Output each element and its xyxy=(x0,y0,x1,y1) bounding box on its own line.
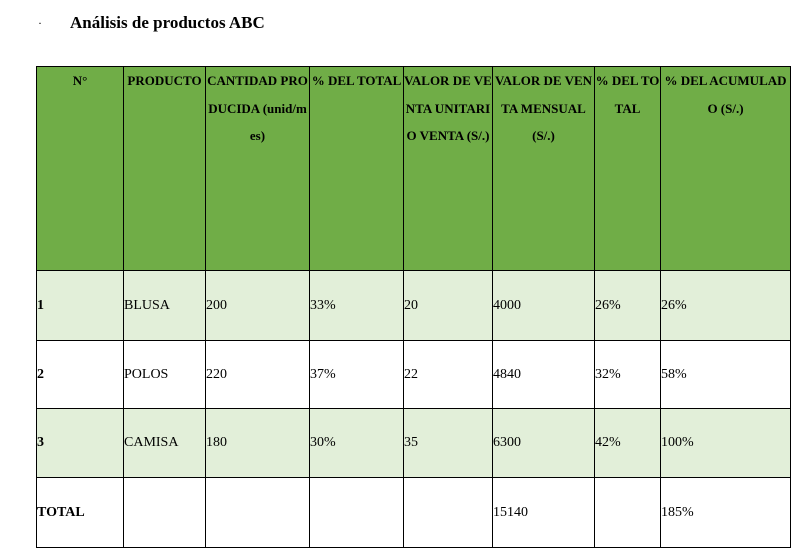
cell-empty xyxy=(403,477,493,548)
cell-unit-price: 22 xyxy=(403,340,493,409)
section-title: Análisis de productos ABC xyxy=(70,13,265,32)
bullet-icon: · xyxy=(38,15,42,30)
cell-cumulative: 26% xyxy=(660,270,791,341)
header-quantity: CANTIDAD PRODUCIDA (unid/mes) xyxy=(205,66,310,271)
cell-unit-price: 20 xyxy=(403,270,493,341)
cell-percent-total: 30% xyxy=(309,408,404,478)
header-cumulative: % DEL ACUMULADO (S/.) xyxy=(660,66,791,271)
cell-number: 3 xyxy=(36,408,124,478)
cell-total-monthly-value: 15140 xyxy=(492,477,595,548)
cell-percent-value-total: 42% xyxy=(594,408,661,478)
abc-analysis-table: N° PRODUCTO CANTIDAD PRODUCIDA (unid/mes… xyxy=(36,66,791,548)
cell-total-cumulative: 185% xyxy=(660,477,791,548)
cell-cumulative: 58% xyxy=(660,340,791,409)
cell-empty xyxy=(205,477,310,548)
table-header-row: N° PRODUCTO CANTIDAD PRODUCIDA (unid/mes… xyxy=(36,66,791,271)
header-monthly-value: VALOR DE VENTA MENSUAL (S/.) xyxy=(492,66,595,271)
table-row: 3 CAMISA 180 30% 35 6300 42% 100% xyxy=(36,408,791,478)
cell-product: BLUSA xyxy=(123,270,206,341)
header-product: PRODUCTO xyxy=(123,66,206,271)
header-unit-price: VALOR DE VENTA UNITARIO VENTA (S/.) xyxy=(403,66,493,271)
cell-percent-total: 37% xyxy=(309,340,404,409)
cell-percent-value-total: 32% xyxy=(594,340,661,409)
header-percent-total: % DEL TOTAL xyxy=(309,66,404,271)
section-heading: · Análisis de productos ABC xyxy=(38,11,265,35)
cell-unit-price: 35 xyxy=(403,408,493,478)
table-row: 2 POLOS 220 37% 22 4840 32% 58% xyxy=(36,340,791,409)
cell-percent-total: 33% xyxy=(309,270,404,341)
cell-empty xyxy=(309,477,404,548)
cell-percent-value-total: 26% xyxy=(594,270,661,341)
cell-number: 1 xyxy=(36,270,124,341)
cell-product: CAMISA xyxy=(123,408,206,478)
cell-product: POLOS xyxy=(123,340,206,409)
header-percent-value-total: % DEL TOTAL xyxy=(594,66,661,271)
cell-number: 2 xyxy=(36,340,124,409)
cell-empty xyxy=(123,477,206,548)
header-number: N° xyxy=(36,66,124,271)
cell-quantity: 220 xyxy=(205,340,310,409)
cell-total-label: TOTAL xyxy=(36,477,124,548)
cell-quantity: 180 xyxy=(205,408,310,478)
cell-quantity: 200 xyxy=(205,270,310,341)
total-row: TOTAL 15140 185% xyxy=(36,477,791,548)
table-row: 1 BLUSA 200 33% 20 4000 26% 26% xyxy=(36,270,791,341)
cell-monthly-value: 4000 xyxy=(492,270,595,341)
cell-cumulative: 100% xyxy=(660,408,791,478)
cell-monthly-value: 4840 xyxy=(492,340,595,409)
cell-monthly-value: 6300 xyxy=(492,408,595,478)
cell-empty xyxy=(594,477,661,548)
